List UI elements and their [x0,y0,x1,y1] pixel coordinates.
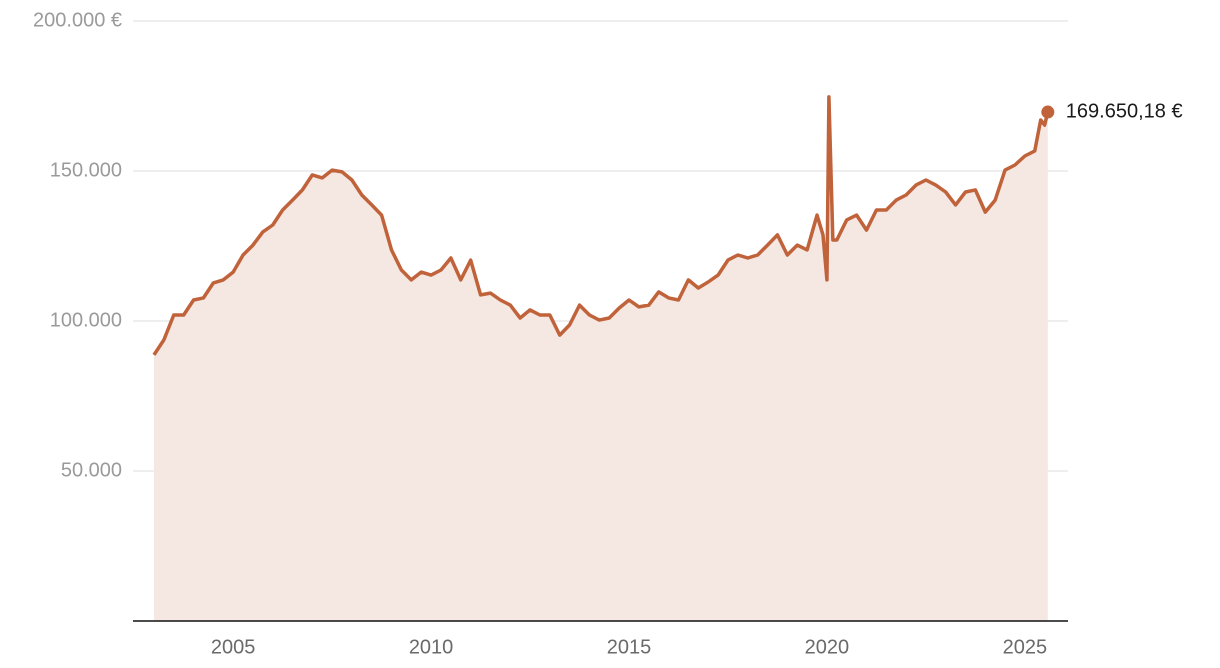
y-tick-label: 50.000 [61,459,122,481]
value-label: 169.650,18 € [1066,100,1183,122]
x-tick-label: 2020 [805,636,850,658]
line [152,95,1050,356]
x-tick-label: 2010 [409,636,454,658]
end-point [1041,105,1055,119]
y-tick-label: 150.000 [50,159,122,181]
x-tick-label: 2015 [607,636,652,658]
area [153,96,1048,621]
y-tick-label: 100.000 [50,309,122,331]
x-tick-label: 2025 [1003,636,1048,658]
x-tick-label: 2005 [211,636,256,658]
y-tick-label: 200.000 € [33,9,122,31]
